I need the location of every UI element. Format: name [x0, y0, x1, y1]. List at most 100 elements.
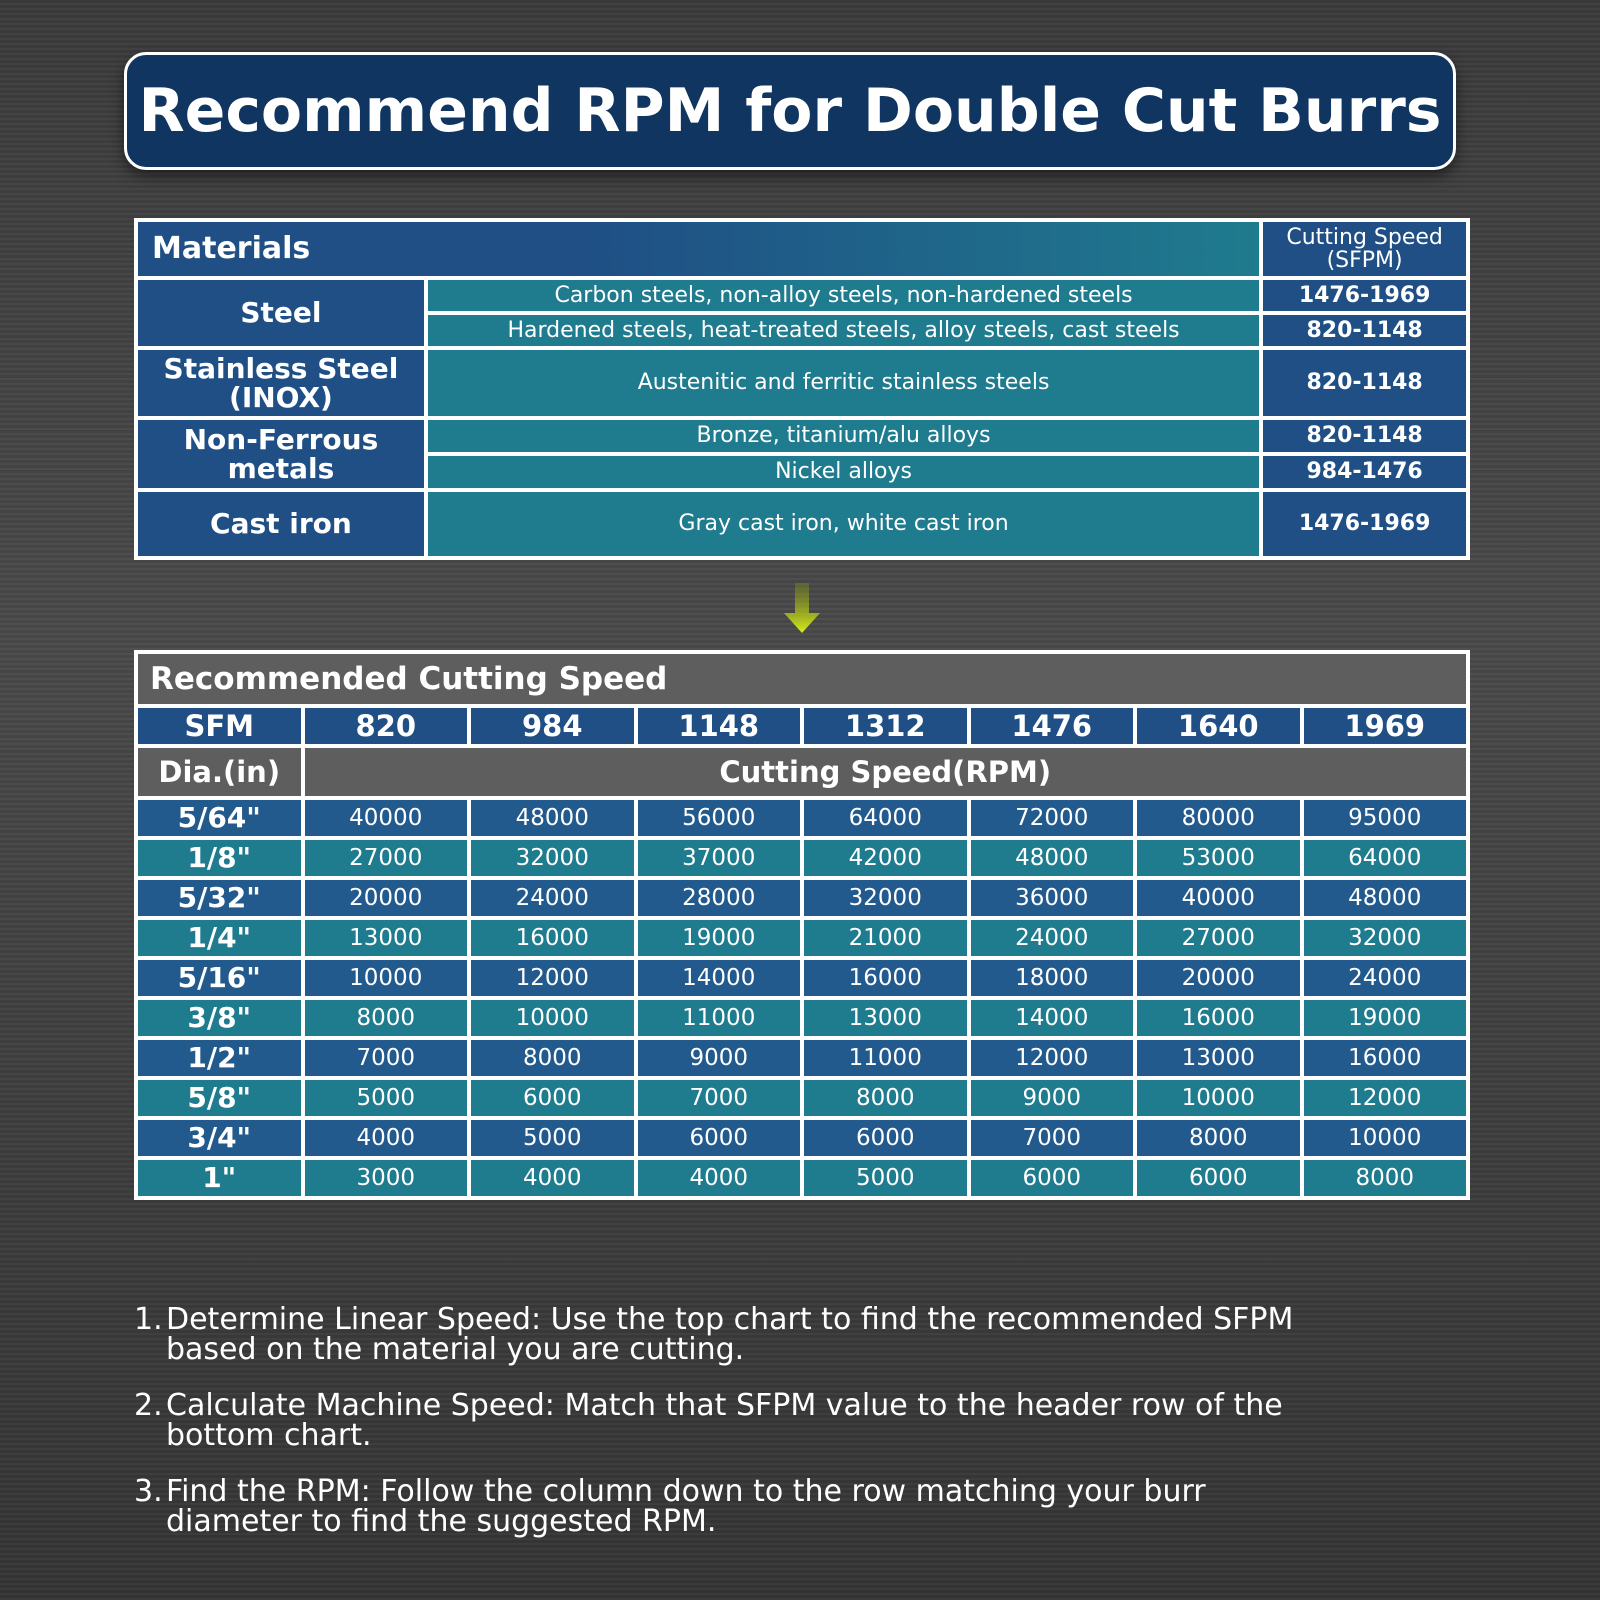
rpm-value: 16000	[804, 960, 967, 996]
rpm-value: 4000	[637, 1160, 800, 1196]
material: Steel	[138, 280, 424, 346]
rpm-value: 12000	[1303, 1080, 1466, 1116]
materials-table: Materials Cutting Speed (SFPM) Steel Carbon…	[134, 218, 1470, 560]
rpm-table: Recommended Cutting Speed SFM 820 984 1148 13…	[134, 650, 1470, 1200]
rpm-value: 16000	[471, 920, 634, 956]
description: Carbon steels, non-alloy steels, non-har…	[427, 280, 1260, 311]
rpm-value: 10000	[471, 1000, 634, 1036]
rpm-value: 4000	[471, 1160, 634, 1196]
step: 2. Calculate Machine Speed: Match that SF…	[134, 1391, 1334, 1451]
cutting-speed: 1476-1969	[1263, 492, 1466, 556]
label-row: Dia.(in) Cutting Speed(RPM)	[138, 748, 1466, 796]
description: Nickel alloys	[427, 456, 1260, 488]
rpm-value: 32000	[1303, 920, 1466, 956]
rpm-value: 3000	[304, 1160, 467, 1196]
step-text: Calculate Machine Speed: Match that SFPM…	[166, 1388, 1283, 1453]
sfm-value: 984	[471, 708, 634, 744]
step: 3. Find the RPM: Follow the column down t…	[134, 1477, 1334, 1537]
sfm-value: 1476	[970, 708, 1133, 744]
title-banner: Recommend RPM for Double Cut Burrs	[124, 52, 1456, 170]
cutting-speed: 820-1148	[1263, 420, 1466, 452]
rpm-value: 14000	[970, 1000, 1133, 1036]
rpm-value: 7000	[304, 1040, 467, 1076]
rpm-value: 48000	[471, 800, 634, 836]
material-row: Stainless Steel (INOX) Austenitic and fer…	[138, 350, 1466, 416]
rpm-value: 20000	[304, 880, 467, 916]
rpm-value: 16000	[1137, 1000, 1300, 1036]
material-row: Cast iron Gray cast iron, white cast iron…	[138, 492, 1466, 556]
rpm-value: 21000	[804, 920, 967, 956]
rpm-value: 24000	[471, 880, 634, 916]
rpm-value: 7000	[970, 1120, 1133, 1156]
diameter: 1/4"	[138, 920, 301, 956]
rpm-value: 10000	[304, 960, 467, 996]
cutting-speed: 820-1148	[1263, 315, 1466, 346]
rpm-value: 16000	[1303, 1040, 1466, 1076]
rpm-value: 72000	[970, 800, 1133, 836]
rpm-value: 11000	[637, 1000, 800, 1036]
cutting-speed: 984-1476	[1263, 456, 1466, 488]
cutting-speed: 820-1148	[1263, 350, 1466, 416]
arrow	[784, 583, 820, 633]
rpm-value: 11000	[804, 1040, 967, 1076]
cutting-speed: 1476-1969	[1263, 280, 1466, 311]
rpm-value: 40000	[1137, 880, 1300, 916]
header-speed: Cutting Speed (SFPM)	[1263, 222, 1466, 276]
material-row: Hardened steels, heat-treated steels, al…	[138, 315, 1466, 346]
rpm-value: 6000	[970, 1160, 1133, 1196]
table-title: Recommended Cutting Speed	[138, 654, 1466, 704]
rpm-value: 80000	[1137, 800, 1300, 836]
material-row: Non-Ferrous metals Bronze, titanium/alu a…	[138, 420, 1466, 488]
rpm-value: 64000	[1303, 840, 1466, 876]
rpm-value: 8000	[1137, 1120, 1300, 1156]
rpm-row: 1" 3000 4000 4000 5000 6000 6000 8000	[138, 1160, 1466, 1196]
rpm-value: 9000	[970, 1080, 1133, 1116]
sfm-value: 1312	[804, 708, 967, 744]
sfm-value: 820	[304, 708, 467, 744]
description: Gray cast iron, white cast iron	[427, 492, 1260, 556]
rpm-value: 56000	[637, 800, 800, 836]
rpm-value: 10000	[1303, 1120, 1466, 1156]
rpm-row: 5/8" 5000 6000 7000 8000 9000 10000 12000	[138, 1080, 1466, 1116]
sfm-value: 1148	[637, 708, 800, 744]
rpm-value: 8000	[1303, 1160, 1466, 1196]
step-text: Determine Linear Speed: Use the top char…	[166, 1302, 1294, 1367]
rpm-label: Cutting Speed(RPM)	[304, 748, 1466, 796]
sfm-value: 1640	[1137, 708, 1300, 744]
description: Bronze, titanium/alu alloys	[427, 420, 1260, 452]
rpm-value: 48000	[970, 840, 1133, 876]
rpm-value: 32000	[471, 840, 634, 876]
rpm-row: 3/4" 4000 5000 6000 6000 7000 8000 10000	[138, 1120, 1466, 1156]
step: 1. Determine Linear Speed: Use the top ch…	[134, 1305, 1334, 1365]
rpm-value: 9000	[637, 1040, 800, 1076]
diameter: 1/8"	[138, 840, 301, 876]
rpm-value: 5000	[471, 1120, 634, 1156]
rpm-value: 27000	[1137, 920, 1300, 956]
description: Austenitic and ferritic stainless steels	[427, 350, 1260, 416]
header-row: Materials Cutting Speed (SFPM)	[138, 222, 1466, 276]
rpm-row: 5/32" 20000 24000 28000 32000 36000 40000 48000	[138, 880, 1466, 916]
rpm-value: 19000	[1303, 1000, 1466, 1036]
rpm-row: 1/8" 27000 32000 37000 42000 48000 53000 64000	[138, 840, 1466, 876]
rpm-value: 13000	[804, 1000, 967, 1036]
material: Cast iron	[138, 492, 424, 556]
step-number: 3.	[134, 1474, 163, 1509]
rpm-value: 18000	[970, 960, 1133, 996]
rpm-row: 3/8" 8000 10000 11000 13000 14000 16000 19000	[138, 1000, 1466, 1036]
rpm-value: 24000	[970, 920, 1133, 956]
material-row: Steel Carbon steels, non-alloy steels, no…	[138, 280, 1466, 346]
step-number: 1.	[134, 1302, 163, 1337]
diameter: 5/8"	[138, 1080, 301, 1116]
rpm-value: 24000	[1303, 960, 1466, 996]
title-row: Recommended Cutting Speed	[138, 654, 1466, 704]
title: Recommend RPM for Double Cut Burrs	[138, 76, 1442, 146]
rpm-value: 10000	[1137, 1080, 1300, 1116]
rpm-row: 1/2" 7000 8000 9000 11000 12000 13000 16000	[138, 1040, 1466, 1076]
rpm-value: 64000	[804, 800, 967, 836]
rpm-value: 6000	[471, 1080, 634, 1116]
rpm-value: 13000	[1137, 1040, 1300, 1076]
rpm-value: 12000	[471, 960, 634, 996]
sfm-row: SFM 820 984 1148 1312 1476 1640 1969	[138, 708, 1466, 744]
rpm-value: 6000	[1137, 1160, 1300, 1196]
dia-label: Dia.(in)	[138, 748, 301, 796]
